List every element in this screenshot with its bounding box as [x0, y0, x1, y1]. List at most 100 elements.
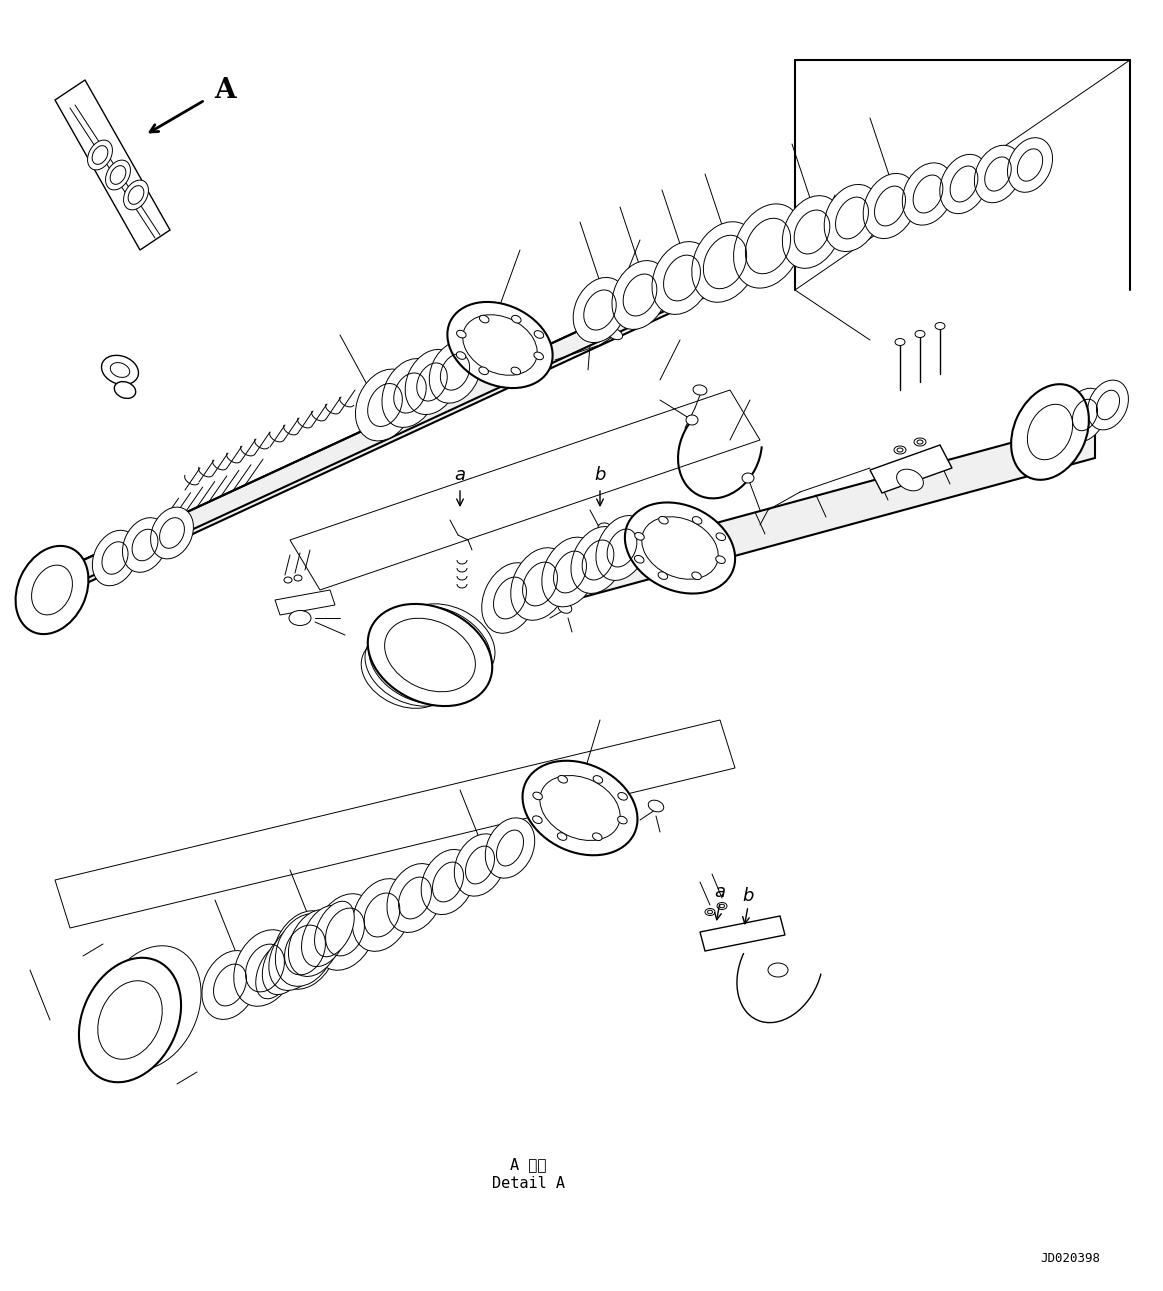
- Ellipse shape: [1087, 380, 1128, 430]
- Ellipse shape: [607, 328, 622, 340]
- Ellipse shape: [387, 864, 443, 932]
- Ellipse shape: [914, 438, 926, 445]
- Ellipse shape: [652, 241, 712, 315]
- Ellipse shape: [648, 800, 664, 812]
- Ellipse shape: [975, 146, 1021, 203]
- Ellipse shape: [65, 582, 71, 587]
- Ellipse shape: [534, 352, 543, 360]
- Ellipse shape: [288, 611, 311, 626]
- Ellipse shape: [533, 793, 542, 799]
- Ellipse shape: [571, 527, 625, 594]
- Ellipse shape: [896, 338, 905, 346]
- Ellipse shape: [123, 179, 149, 210]
- Ellipse shape: [533, 816, 542, 824]
- Text: Detail A: Detail A: [492, 1176, 564, 1190]
- Ellipse shape: [557, 833, 566, 840]
- Text: a: a: [455, 466, 465, 484]
- Ellipse shape: [935, 323, 946, 329]
- Ellipse shape: [593, 776, 602, 784]
- Ellipse shape: [448, 302, 552, 389]
- Ellipse shape: [79, 958, 181, 1082]
- Ellipse shape: [456, 351, 466, 359]
- Ellipse shape: [405, 350, 459, 414]
- Ellipse shape: [479, 315, 488, 323]
- Ellipse shape: [612, 261, 668, 329]
- Ellipse shape: [558, 603, 572, 613]
- Ellipse shape: [534, 330, 543, 338]
- Ellipse shape: [598, 523, 612, 533]
- Ellipse shape: [1064, 425, 1070, 429]
- Ellipse shape: [542, 537, 598, 607]
- Polygon shape: [700, 917, 785, 951]
- Ellipse shape: [59, 571, 65, 576]
- Ellipse shape: [50, 565, 56, 571]
- Ellipse shape: [902, 163, 954, 225]
- Ellipse shape: [511, 547, 569, 620]
- Text: b: b: [742, 887, 754, 905]
- Ellipse shape: [1029, 435, 1035, 440]
- Ellipse shape: [863, 173, 916, 239]
- Polygon shape: [40, 270, 720, 600]
- Ellipse shape: [234, 930, 297, 1006]
- Polygon shape: [580, 420, 1096, 598]
- Ellipse shape: [915, 330, 925, 337]
- Ellipse shape: [592, 833, 602, 840]
- Ellipse shape: [87, 141, 113, 170]
- Ellipse shape: [573, 278, 627, 342]
- Ellipse shape: [48, 609, 53, 615]
- Ellipse shape: [284, 577, 292, 584]
- Polygon shape: [274, 590, 335, 615]
- Ellipse shape: [269, 923, 321, 990]
- Text: b: b: [594, 466, 606, 484]
- Ellipse shape: [897, 469, 923, 491]
- Text: A 詳細: A 詳細: [509, 1158, 547, 1172]
- Ellipse shape: [481, 563, 538, 634]
- Ellipse shape: [1063, 389, 1107, 442]
- Ellipse shape: [479, 367, 488, 374]
- Ellipse shape: [825, 185, 880, 252]
- Ellipse shape: [356, 369, 414, 442]
- Text: A: A: [214, 76, 236, 103]
- Ellipse shape: [263, 933, 308, 994]
- Ellipse shape: [1007, 138, 1053, 192]
- Ellipse shape: [314, 901, 355, 957]
- Ellipse shape: [1035, 449, 1041, 453]
- Ellipse shape: [718, 902, 727, 909]
- Polygon shape: [55, 80, 170, 250]
- Ellipse shape: [511, 367, 521, 374]
- Ellipse shape: [256, 944, 295, 999]
- Ellipse shape: [57, 607, 63, 611]
- Text: a: a: [714, 883, 726, 901]
- Ellipse shape: [734, 204, 802, 288]
- Ellipse shape: [1064, 439, 1070, 444]
- Ellipse shape: [276, 914, 335, 986]
- Ellipse shape: [41, 569, 47, 573]
- Ellipse shape: [692, 516, 702, 524]
- Ellipse shape: [34, 593, 40, 598]
- Ellipse shape: [693, 385, 707, 395]
- Ellipse shape: [940, 155, 989, 214]
- Text: JD020398: JD020398: [1040, 1251, 1100, 1264]
- Ellipse shape: [15, 546, 88, 634]
- Ellipse shape: [618, 816, 627, 824]
- Ellipse shape: [273, 910, 337, 989]
- Ellipse shape: [106, 160, 130, 190]
- Ellipse shape: [202, 950, 258, 1020]
- Ellipse shape: [455, 834, 506, 896]
- Ellipse shape: [381, 359, 438, 427]
- Ellipse shape: [742, 473, 754, 483]
- Ellipse shape: [92, 531, 137, 586]
- Ellipse shape: [1059, 411, 1064, 416]
- Ellipse shape: [692, 222, 758, 302]
- Ellipse shape: [595, 515, 648, 581]
- Ellipse shape: [35, 580, 40, 584]
- Ellipse shape: [421, 849, 475, 914]
- Ellipse shape: [64, 596, 70, 600]
- Ellipse shape: [512, 315, 521, 323]
- Ellipse shape: [314, 893, 377, 971]
- Ellipse shape: [705, 909, 715, 915]
- Ellipse shape: [658, 516, 669, 524]
- Ellipse shape: [114, 382, 136, 399]
- Ellipse shape: [715, 556, 726, 563]
- Ellipse shape: [1011, 385, 1089, 480]
